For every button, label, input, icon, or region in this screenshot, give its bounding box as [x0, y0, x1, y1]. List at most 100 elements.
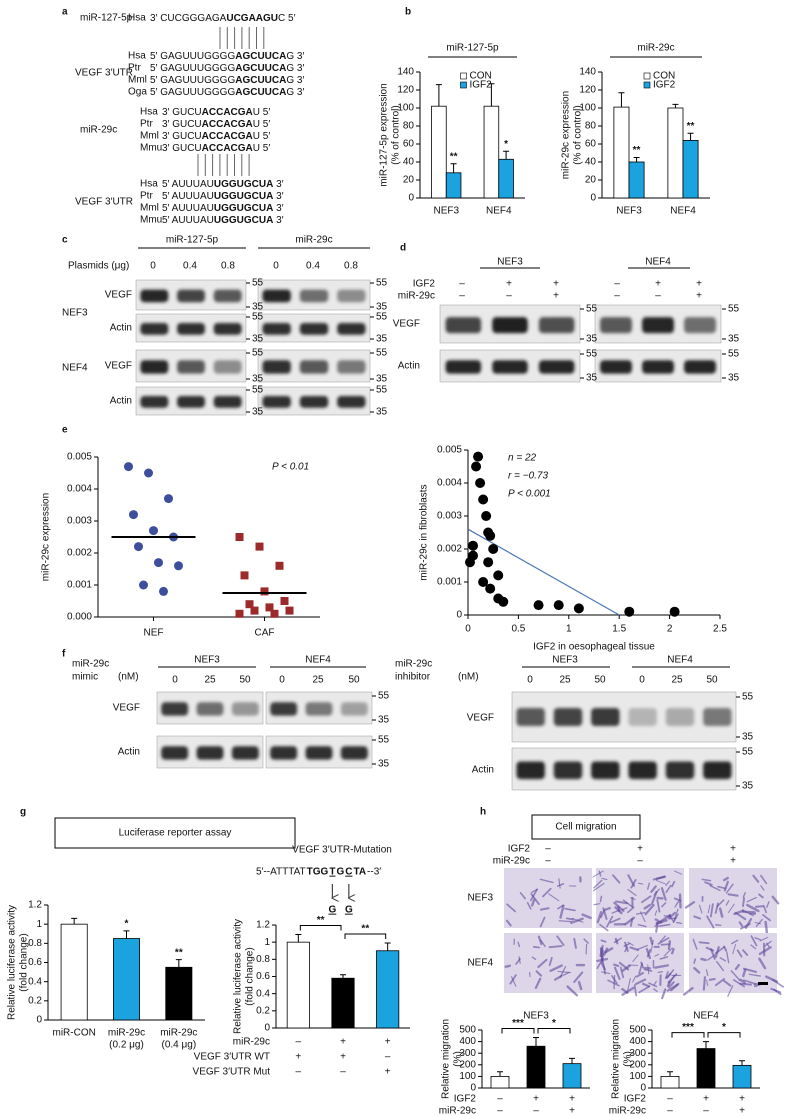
blot-band: [600, 317, 632, 334]
cell: [698, 941, 710, 945]
sequence-part: 5′ GAGUUUGGGG: [150, 87, 235, 98]
size-marker: 35: [252, 374, 264, 385]
label: NEF3: [552, 655, 578, 666]
label: +: [506, 279, 512, 290]
species: Mml: [128, 75, 147, 86]
panel-letter: h: [480, 807, 486, 818]
sequence-part: 3′ GUCU: [162, 131, 202, 142]
significance-bracket: [344, 933, 387, 940]
size-marker: 35: [728, 334, 740, 345]
cell: [734, 963, 741, 971]
cell: [750, 935, 758, 947]
blot-band: [516, 708, 545, 726]
y-tick-label: 200: [629, 1059, 646, 1070]
cell: [645, 947, 652, 960]
cell: [565, 917, 575, 921]
cell: [637, 923, 647, 928]
sequence-part: 3′ GUCU: [162, 107, 202, 118]
sequence-part: ACCACGA: [202, 131, 253, 142]
y-tick-label: 0: [640, 1083, 646, 1094]
point: [250, 606, 259, 615]
sequence-part: 3′: [273, 179, 283, 190]
label: +: [553, 279, 559, 290]
cell: [661, 902, 667, 908]
cell: [738, 921, 744, 927]
cell: [517, 941, 521, 948]
cell: [643, 903, 652, 910]
size-marker: 35: [252, 407, 264, 418]
cell: [771, 895, 780, 905]
size-marker: 55: [252, 385, 264, 396]
y-tick-label: 1: [36, 919, 42, 930]
x-tick-label: NEF4: [486, 206, 512, 217]
point: [485, 530, 496, 541]
cell: [706, 915, 715, 929]
cell: [604, 906, 611, 911]
cell: [529, 888, 538, 902]
cell: [604, 947, 614, 954]
y-tick-label: 140: [579, 67, 596, 78]
y-tick-label: 1.2: [28, 900, 42, 911]
blot-band: [340, 746, 368, 760]
blot-band: [161, 702, 189, 716]
label: Actin: [110, 396, 132, 407]
y-tick-label: 0.2: [256, 1005, 270, 1016]
x-tick-label: 2: [667, 624, 673, 635]
bar: [445, 172, 462, 199]
size-marker: 55: [742, 692, 754, 703]
cell: [708, 977, 716, 981]
cell: [615, 900, 628, 905]
y-tick-label: 120: [579, 85, 596, 96]
cell: [693, 958, 697, 964]
condition-name: IGF2: [624, 1094, 647, 1105]
sequence-part: 3′ GUCU: [162, 119, 202, 130]
annotation: P < 0.001: [508, 489, 551, 500]
cell: [614, 906, 623, 915]
size-marker: 35: [742, 732, 754, 743]
label: miR-29c: [493, 856, 530, 867]
point: [144, 468, 153, 478]
cell: [510, 976, 517, 987]
error-bar: [667, 1071, 673, 1077]
label: –: [545, 856, 551, 867]
cell: [609, 917, 621, 924]
condition-name: miR-29c: [439, 1106, 476, 1116]
cell: [599, 895, 603, 903]
cell: [548, 945, 563, 949]
cell: [663, 915, 671, 918]
point: [164, 494, 173, 504]
point: [473, 451, 484, 462]
cell: [684, 901, 696, 909]
cell: [637, 882, 644, 885]
point: [483, 557, 494, 568]
point: [275, 561, 284, 570]
cell: [742, 909, 754, 917]
cell: [726, 951, 730, 964]
bar: [331, 977, 355, 1029]
significance-bracket: [707, 1032, 741, 1038]
label: 50: [239, 675, 251, 686]
sequence: 5′ AUUUAUUGGUGCUA 3′: [162, 179, 284, 190]
y-tick-label: 300: [459, 1048, 476, 1059]
label: +: [696, 279, 702, 290]
sequence-part: 5′ AUUUAU: [162, 215, 214, 226]
panel-letter: d: [400, 243, 406, 254]
cell: [660, 887, 667, 901]
label: IGF2: [508, 844, 531, 855]
blot-band: [628, 761, 657, 780]
x-tick-label: miR-29c: [160, 1028, 197, 1039]
blot-band: [553, 708, 583, 726]
point: [553, 600, 564, 611]
blot-band: [703, 708, 732, 726]
cell: [505, 919, 512, 927]
point: [468, 540, 479, 551]
y-tick-label: 0: [590, 193, 596, 204]
y-tick-label: 0.001: [67, 580, 92, 591]
error-bar: [569, 1057, 575, 1064]
point: [139, 580, 148, 590]
sequence: 3′ CUCGGGAGAUCGAAGUC 5′: [150, 13, 296, 24]
significance: **: [361, 924, 369, 935]
legend-label: IGF2: [470, 80, 493, 91]
error-bar: [384, 942, 391, 951]
cell: [682, 986, 694, 996]
